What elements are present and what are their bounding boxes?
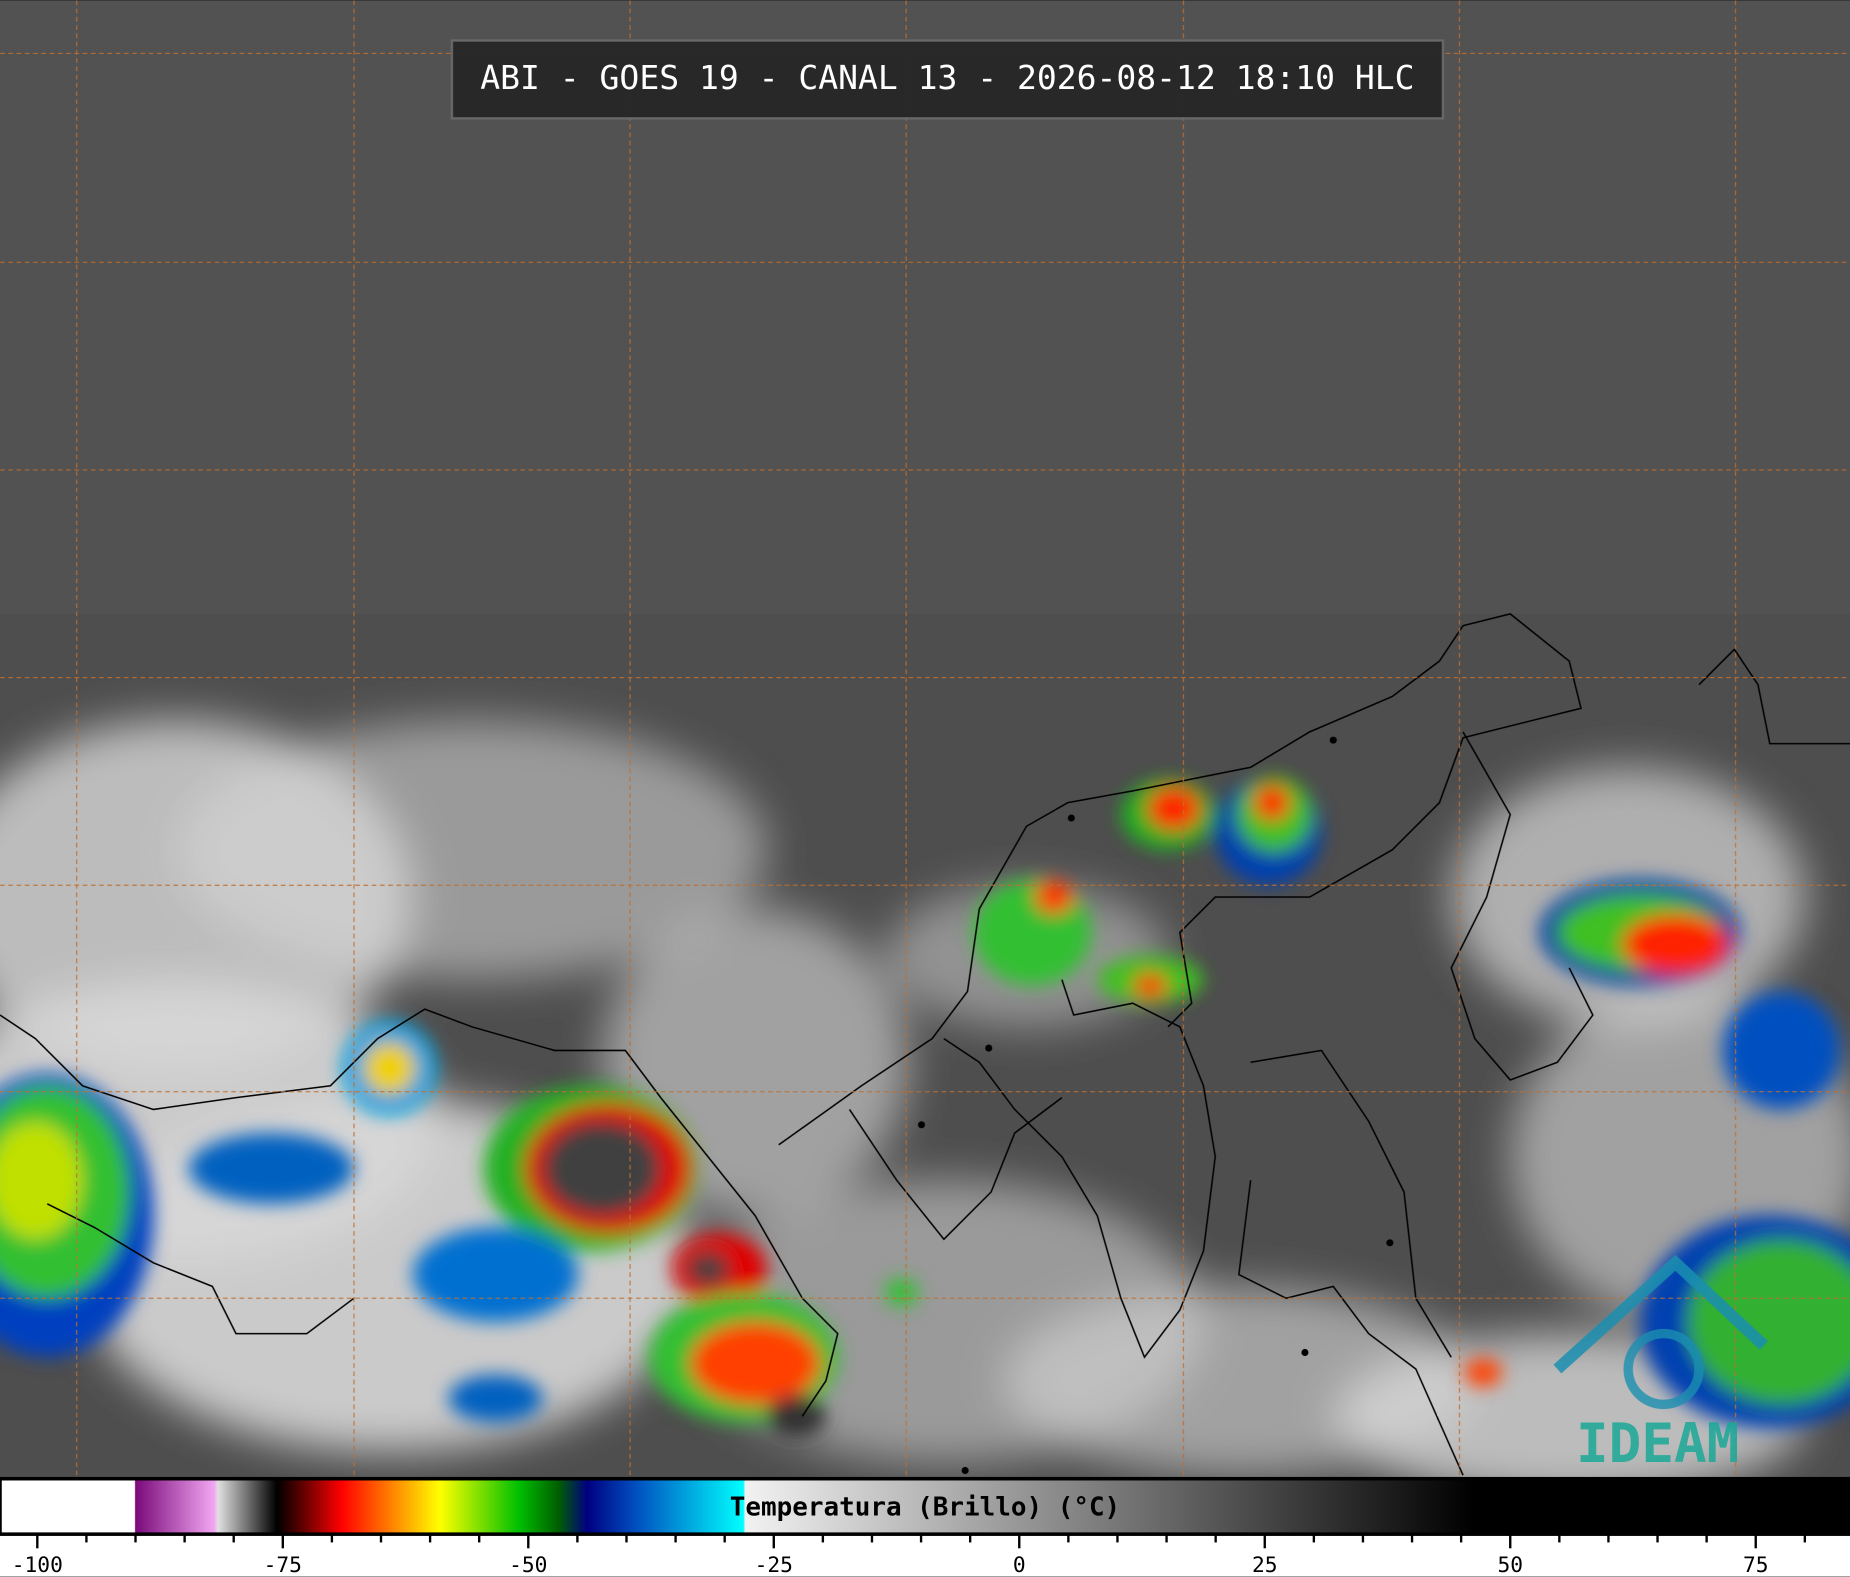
tick-label: 25 [1252,1553,1278,1577]
tick-label: -100 [12,1553,63,1577]
colorbar: Temperatura (Brillo) (°C) -100 -75 -50 -25 0… [0,1476,1850,1577]
tick-label: -25 [755,1553,793,1577]
tick-label: 0 [1013,1553,1026,1577]
colorbar-label: Temperatura (Brillo) (°C) [730,1493,1120,1523]
tick-label: 50 [1497,1553,1523,1577]
title: ABI - GOES 19 - CANAL 13 - 2026-08-12 18… [480,58,1414,97]
logo-text: IDEAM [1576,1412,1739,1475]
satellite-image [0,0,1850,1499]
title-box: ABI - GOES 19 - CANAL 13 - 2026-08-12 18… [450,39,1445,120]
tick-label: 75 [1743,1553,1769,1577]
logo: IDEAM [1553,1254,1768,1475]
tick-label: -50 [509,1553,547,1577]
tick-label: -75 [264,1553,302,1577]
